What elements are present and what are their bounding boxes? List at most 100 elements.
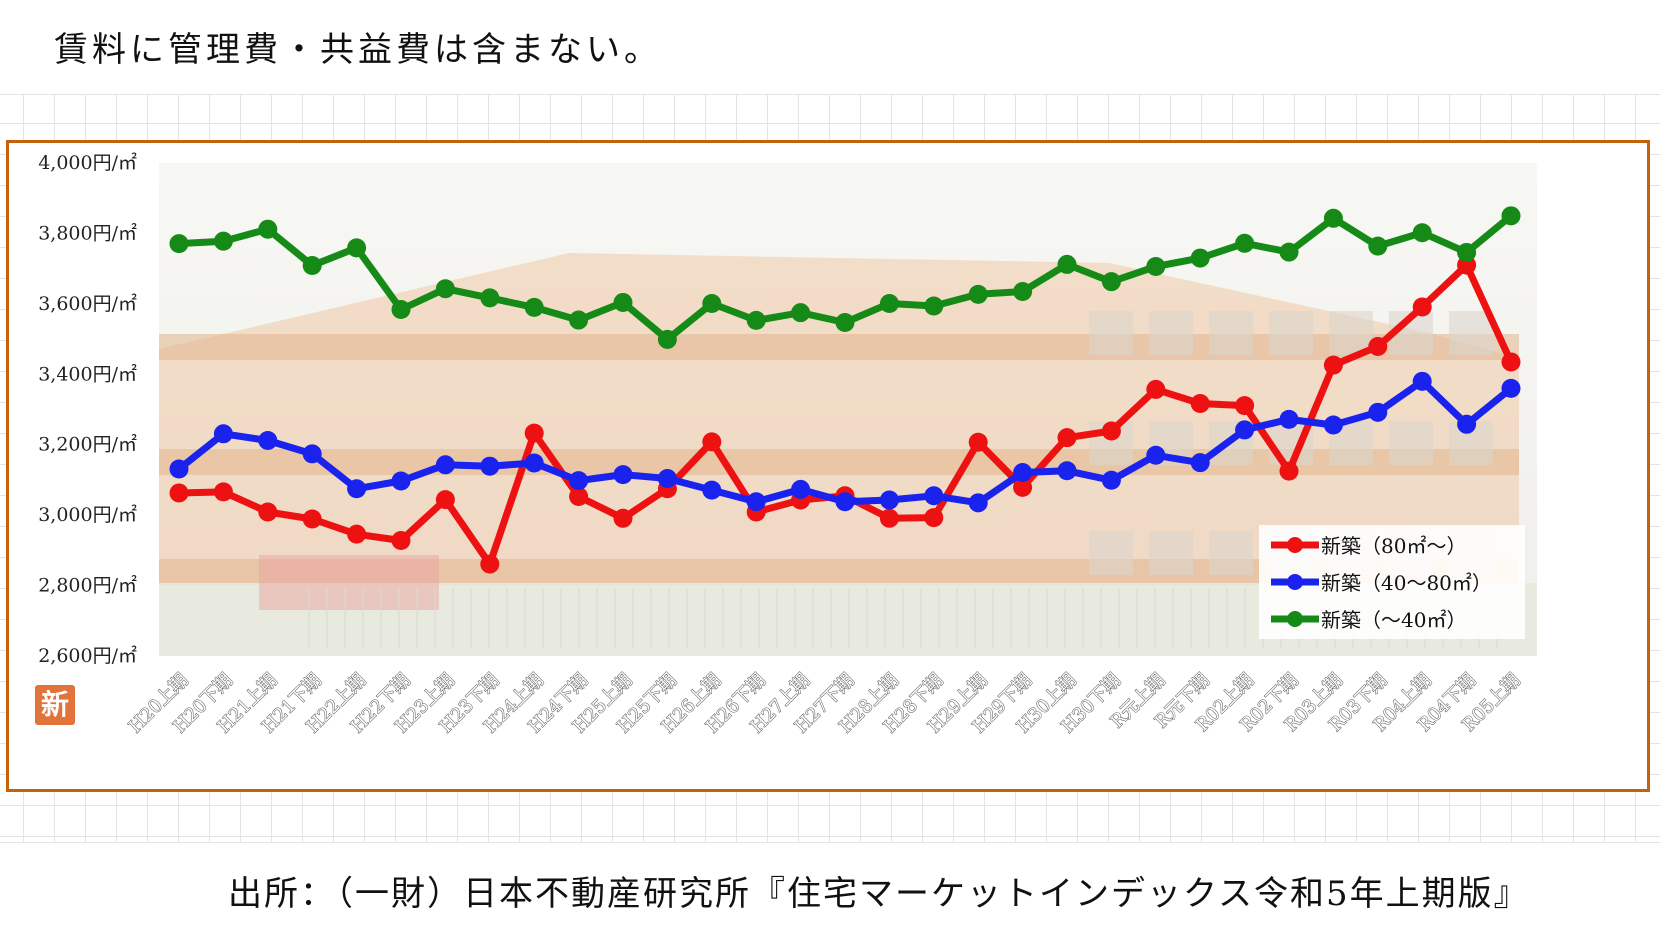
data-point — [480, 456, 500, 476]
data-point — [1279, 461, 1299, 481]
data-point — [968, 493, 988, 513]
data-point — [1323, 415, 1343, 435]
badge-label: 新 — [41, 688, 69, 721]
legend-swatch-marker — [1287, 537, 1303, 553]
data-point — [1057, 254, 1077, 274]
data-point — [835, 313, 855, 333]
data-point — [1235, 396, 1255, 416]
data-point — [391, 471, 411, 491]
legend-item: 新築（80㎡～） — [1271, 534, 1466, 558]
data-point — [524, 423, 544, 443]
data-point — [1235, 233, 1255, 253]
data-point — [1368, 402, 1388, 422]
data-point — [435, 279, 455, 299]
data-point — [1501, 352, 1521, 372]
y-tick-label: 3,800円/㎡ — [38, 221, 137, 244]
data-point — [524, 297, 544, 317]
chart-note: 賃料に管理費・共益費は含まない。 — [54, 30, 662, 70]
photo-window — [1209, 311, 1253, 355]
data-point — [746, 492, 766, 512]
data-point — [613, 508, 633, 528]
badge-box — [35, 685, 75, 725]
photo-window — [1389, 421, 1433, 465]
new-badge: 新 — [35, 685, 75, 725]
photo-window — [1149, 311, 1193, 355]
y-tick-label: 3,200円/㎡ — [38, 433, 137, 456]
data-point — [924, 486, 944, 506]
data-point — [213, 231, 233, 251]
data-point — [258, 219, 278, 239]
footer-band — [0, 842, 1660, 932]
data-point — [613, 292, 633, 312]
data-point — [480, 554, 500, 574]
data-point — [1501, 206, 1521, 226]
data-point — [1457, 414, 1477, 434]
data-point — [347, 238, 367, 258]
data-point — [613, 465, 633, 485]
data-point — [347, 479, 367, 499]
photo-window — [1149, 531, 1193, 575]
data-point — [657, 469, 677, 489]
photo-window — [1209, 531, 1253, 575]
data-point — [1323, 355, 1343, 375]
series-3 — [169, 206, 1521, 349]
legend-swatch-marker — [1287, 574, 1303, 590]
data-point — [258, 502, 278, 522]
data-point — [1190, 248, 1210, 268]
data-point — [169, 234, 189, 254]
data-point — [1101, 470, 1121, 490]
data-point — [1190, 394, 1210, 414]
data-point — [1146, 379, 1166, 399]
data-point — [524, 453, 544, 473]
data-point — [435, 490, 455, 510]
data-point — [702, 294, 722, 314]
data-point — [968, 432, 988, 452]
data-point — [302, 255, 322, 275]
legend-swatch-marker — [1287, 611, 1303, 627]
y-tick-label: 2,800円/㎡ — [38, 574, 137, 597]
x-axis: H20上期H20下期H21上期H21下期H22上期H22下期H23上期H23下期… — [124, 669, 1525, 738]
data-point — [791, 479, 811, 499]
data-point — [169, 459, 189, 479]
y-tick-label: 3,000円/㎡ — [38, 503, 137, 526]
data-point — [1412, 223, 1432, 243]
data-point — [1057, 461, 1077, 481]
data-point — [1368, 236, 1388, 256]
legend-item: 新築（40～80㎡） — [1271, 571, 1492, 595]
y-tick-label: 2,600円/㎡ — [38, 644, 137, 667]
data-point — [169, 483, 189, 503]
data-point — [702, 432, 722, 452]
photo-window — [1089, 311, 1133, 355]
data-point — [1501, 378, 1521, 398]
series-layer — [169, 206, 1521, 574]
data-point — [1368, 336, 1388, 356]
photo-window — [1269, 311, 1313, 355]
data-point — [1057, 428, 1077, 448]
data-point — [1101, 421, 1121, 441]
data-point — [480, 288, 500, 308]
data-point — [879, 294, 899, 314]
data-point — [391, 299, 411, 319]
legend: 新築（80㎡～） 新築（40～80㎡） 新築（～40㎡） — [1259, 525, 1525, 639]
data-point — [302, 509, 322, 529]
data-point — [569, 471, 589, 491]
data-point — [1146, 445, 1166, 465]
data-point — [1279, 242, 1299, 262]
data-point — [258, 430, 278, 450]
photo-window — [1329, 311, 1373, 355]
data-point — [347, 524, 367, 544]
chart-frame: 2,600円/㎡ 2,800円/㎡ 3,000円/㎡ 3,200円/㎡ 3,400円/㎡… — [6, 140, 1650, 792]
legend-item: 新築（～40㎡） — [1271, 608, 1466, 632]
legend-label: 新築（～40㎡） — [1321, 608, 1466, 632]
data-point — [924, 508, 944, 528]
data-point — [1101, 272, 1121, 292]
data-point — [1457, 242, 1477, 262]
data-point — [213, 424, 233, 444]
y-tick-label: 3,400円/㎡ — [38, 362, 137, 385]
data-point — [1279, 409, 1299, 429]
data-point — [968, 284, 988, 304]
data-point — [213, 482, 233, 502]
data-point — [1013, 463, 1033, 483]
data-point — [1013, 282, 1033, 302]
y-axis: 2,600円/㎡ 2,800円/㎡ 3,000円/㎡ 3,200円/㎡ 3,400円/㎡… — [38, 151, 137, 667]
